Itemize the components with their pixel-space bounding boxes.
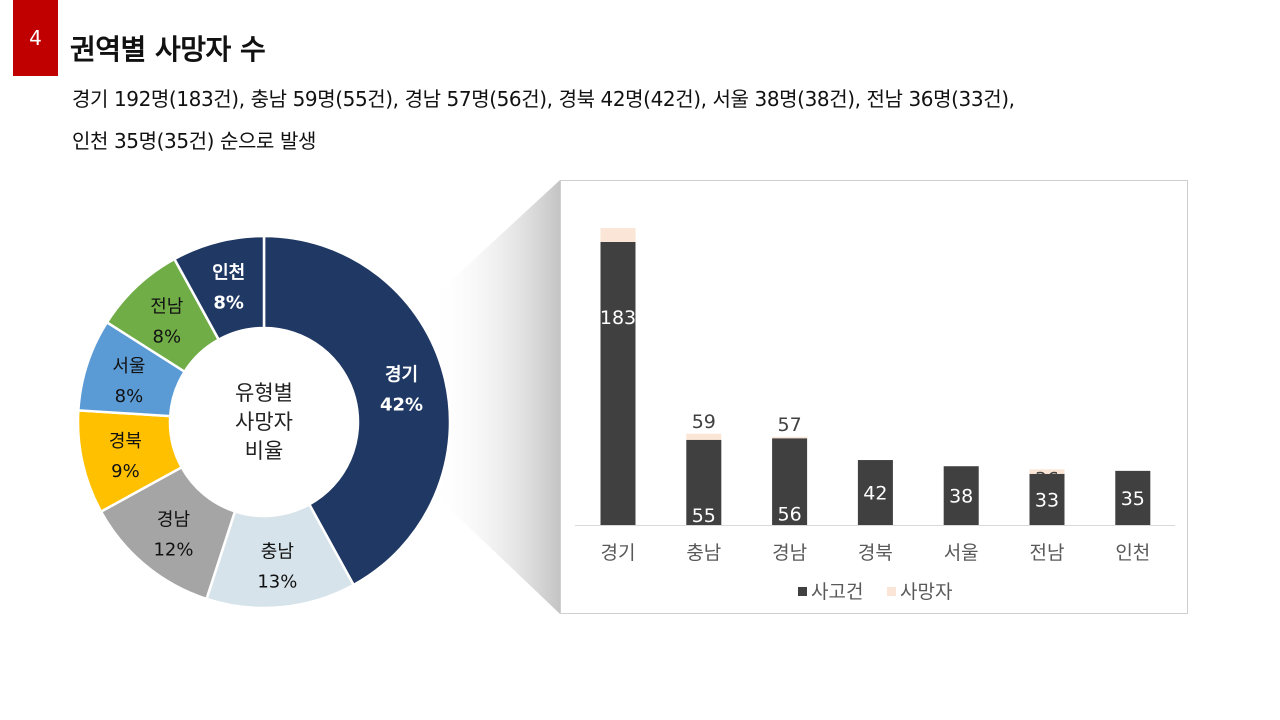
bar-label-deaths-3: 42	[863, 459, 887, 481]
slide-title: 권역별 사망자 수	[70, 33, 266, 66]
page-number: 4	[13, 0, 58, 76]
bar-chart-panel: 183 192 55 59 56 57 42 42 38 38 33 36 35 35 경기 충남 경남 경북 서…	[560, 180, 1188, 614]
bar-accidents-6	[1115, 470, 1151, 525]
bar-label-accidents-6: 35	[1121, 488, 1145, 510]
bar-accidents-5	[1029, 473, 1065, 525]
legend-swatch-0	[798, 587, 807, 596]
bar-label-accidents-2: 56	[778, 503, 802, 525]
bar-accidents-2	[772, 438, 808, 525]
donut-slice-label-4: 서울	[112, 356, 145, 377]
bar-label-deaths-2: 57	[778, 414, 802, 436]
donut-slices	[76, 234, 452, 610]
bar-label-deaths-0: 192	[600, 286, 636, 308]
category-axis: 경기 충남 경남 경북 서울 전남 인천	[575, 525, 1175, 564]
category-label-3: 경북	[858, 542, 893, 564]
bar-accidents-0	[600, 241, 636, 526]
chart-legend: 사고건 사망자	[798, 581, 952, 603]
donut-slice-0	[262, 234, 452, 587]
category-label-0: 경기	[601, 542, 636, 564]
bar-label-deaths-4: 38	[949, 465, 973, 487]
bar-label-accidents-3: 42	[863, 483, 887, 505]
donut-center-line-0: 유형별	[235, 381, 293, 405]
bar-marks	[600, 228, 1151, 526]
category-label-4: 서울	[944, 542, 979, 564]
donut-slice-percent-1: 13%	[257, 571, 297, 592]
donut-slice-label-2: 경남	[157, 509, 190, 530]
category-label-5: 전남	[1030, 542, 1065, 564]
bar-label-accidents-1: 55	[692, 505, 716, 527]
bar-label-deaths-1: 59	[692, 411, 716, 433]
donut-slice-label-1: 충남	[261, 541, 294, 562]
legend-label-0: 사고건	[811, 581, 863, 603]
bar-label-deaths-5: 36	[1035, 468, 1059, 490]
donut-slice-percent-3: 9%	[111, 461, 140, 482]
category-label-2: 경남	[772, 542, 807, 564]
summary-text: 경기 192명(183건), 충남 59명(55건), 경남 57명(56건),…	[72, 78, 1212, 162]
bar-accidents-4	[943, 466, 979, 525]
legend-label-1: 사망자	[900, 581, 952, 603]
summary-line-1: 경기 192명(183건), 충남 59명(55건), 경남 57명(56건),…	[72, 87, 1015, 111]
donut-slice-percent-0: 42%	[380, 395, 423, 416]
bar-accidents-3	[857, 460, 893, 525]
donut-slice-label-3: 경북	[109, 431, 142, 452]
donut-slice-percent-4: 8%	[115, 386, 144, 407]
donut-slice-label-6: 인천	[212, 262, 245, 283]
bar-label-deaths-6: 35	[1121, 470, 1145, 492]
donut-slice-label-5: 전남	[150, 296, 183, 317]
legend-swatch-1	[887, 587, 896, 596]
donut-slice-6	[172, 234, 266, 342]
donut-center-line-2: 비율	[245, 439, 284, 463]
donut-labels: 경기 42% 충남 13% 경남 12% 경북 9% 서울 8% 전남 8% 인천 8%	[109, 262, 423, 592]
bar-accidents-1	[686, 439, 722, 525]
bar-label-accidents-5: 33	[1035, 489, 1059, 511]
donut-slice-label-0: 경기	[385, 365, 418, 386]
donut-center-line-1: 사망자	[235, 410, 293, 434]
category-label-6: 인천	[1115, 542, 1150, 564]
donut-slice-percent-6: 8%	[213, 292, 244, 313]
bar-label-accidents-4: 38	[949, 486, 973, 508]
bar-label-accidents-0: 183	[600, 307, 636, 329]
category-label-1: 충남	[686, 542, 721, 564]
donut-slice-percent-2: 12%	[153, 539, 193, 560]
summary-line-2: 인천 35명(35건) 순으로 발생	[72, 129, 316, 153]
donut-slice-percent-5: 8%	[153, 326, 182, 347]
zoom-wedge-shape	[430, 180, 560, 614]
